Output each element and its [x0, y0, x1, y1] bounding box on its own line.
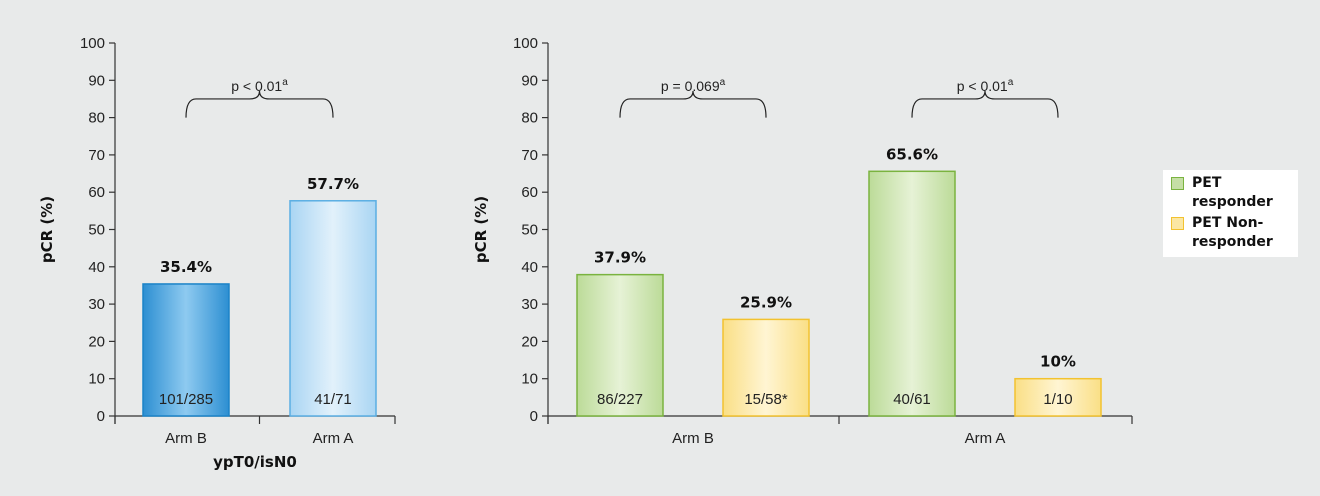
y-tick-label: 10: [521, 371, 538, 388]
x-tick-label: Arm A: [313, 430, 354, 447]
y-tick-label: 80: [88, 110, 105, 127]
bar-value-label: 25.9%: [740, 293, 792, 311]
bar: [142, 283, 230, 417]
x-tick-label: Arm A: [965, 430, 1006, 447]
legend-item-pet-nonresponder: PET Non-responder: [1171, 214, 1290, 252]
legend-swatch-responder: [1171, 177, 1184, 190]
y-tick-label: 30: [521, 296, 538, 313]
p-value-superscript: a: [720, 77, 726, 88]
legend-label: PET Non-responder: [1192, 215, 1273, 250]
bar-value-label: 65.6%: [886, 145, 938, 163]
bar: [868, 170, 956, 417]
bar-value-label: 10%: [1040, 353, 1076, 371]
bar-value-label: 37.9%: [594, 249, 646, 267]
bar-count-label: 101/285: [159, 391, 213, 408]
x-axis-title: ypT0/isN0: [213, 453, 297, 471]
y-tick-label: 70: [88, 147, 105, 164]
y-tick-label: 50: [521, 222, 538, 239]
bar: [289, 200, 377, 417]
y-tick-label: 20: [88, 333, 105, 350]
significance-brace: [185, 90, 334, 118]
bar-value-label: 57.7%: [307, 175, 359, 193]
legend-label: PET responder: [1192, 175, 1273, 210]
y-tick-label: 90: [88, 72, 105, 89]
p-value-superscript: a: [1008, 77, 1014, 88]
bar-count-label: 1/10: [1043, 391, 1072, 408]
y-axis-title: pCR (%): [38, 196, 56, 263]
bar-count-label: 86/227: [597, 391, 643, 408]
significance-brace: [619, 90, 767, 118]
bar-count-label: 15/58*: [744, 391, 788, 408]
y-tick-label: 60: [521, 184, 538, 201]
y-tick-label: 100: [80, 35, 105, 52]
y-tick-label: 50: [88, 222, 105, 239]
p-value-label: p < 0.01a: [957, 77, 1014, 94]
y-tick-label: 0: [530, 408, 538, 425]
legend-swatch-nonresponder: [1171, 217, 1184, 230]
bar-value-label: 35.4%: [160, 258, 212, 276]
chart-legend: PET responder PET Non-responder: [1163, 170, 1298, 257]
bar: [576, 273, 664, 417]
bar-count-label: 40/61: [893, 391, 931, 408]
y-tick-label: 100: [513, 35, 538, 52]
y-tick-label: 30: [88, 296, 105, 313]
bar: [722, 318, 810, 417]
y-axis-title: pCR (%): [472, 196, 490, 263]
bar-count-label: 41/71: [314, 391, 352, 408]
y-tick-label: 20: [521, 333, 538, 350]
legend-item-pet-responder: PET responder: [1171, 174, 1290, 212]
y-tick-label: 60: [88, 184, 105, 201]
y-tick-label: 40: [88, 259, 105, 276]
x-tick-label: Arm B: [672, 430, 714, 447]
x-tick-label: Arm B: [165, 430, 207, 447]
y-tick-label: 0: [97, 408, 105, 425]
significance-brace: [911, 90, 1059, 118]
bar: [1014, 377, 1102, 417]
p-value-label: p < 0.01a: [231, 77, 288, 94]
y-tick-label: 10: [88, 371, 105, 388]
y-tick-label: 80: [521, 110, 538, 127]
y-tick-label: 70: [521, 147, 538, 164]
p-value-label: p = 0.069a: [661, 77, 726, 94]
y-tick-label: 40: [521, 259, 538, 276]
y-tick-label: 90: [521, 72, 538, 89]
p-value-superscript: a: [282, 77, 288, 88]
